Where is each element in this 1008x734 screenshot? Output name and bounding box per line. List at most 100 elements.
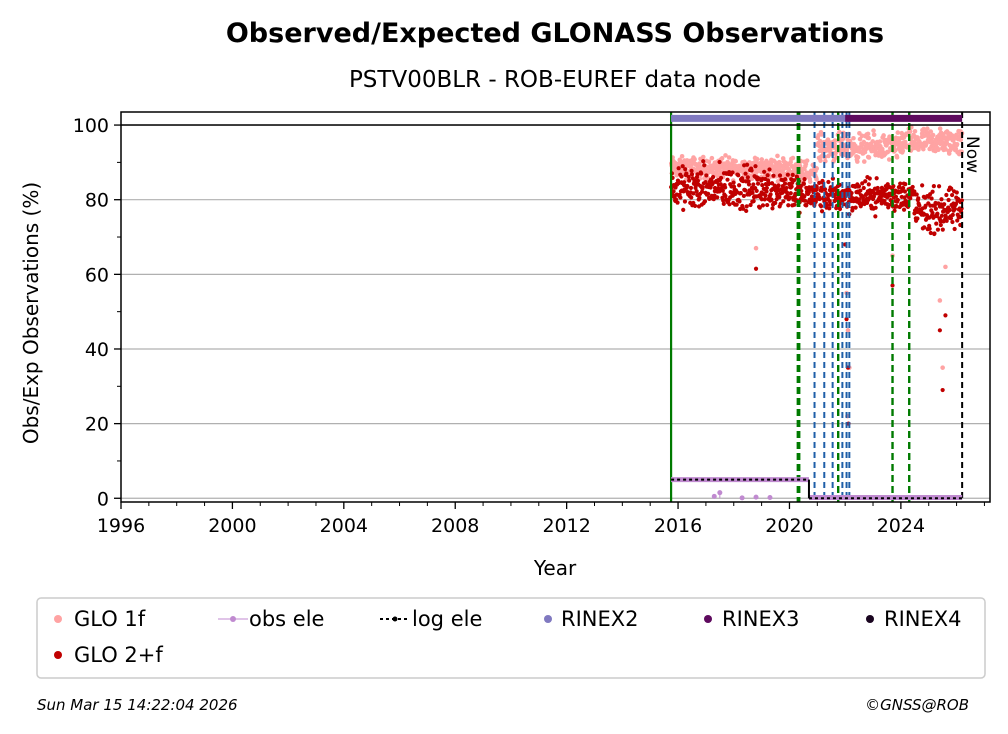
glo1f-point-86 bbox=[700, 154, 706, 160]
glo1f-point-770 bbox=[954, 141, 960, 147]
glo2f-point-726 bbox=[938, 222, 943, 228]
legend-marker-obs-ele-dot bbox=[230, 616, 236, 622]
legend-label-log-ele: log ele bbox=[412, 607, 482, 631]
glo1f-point-520 bbox=[861, 159, 867, 164]
glo1f-point-453 bbox=[837, 129, 842, 135]
glo2f-point-703 bbox=[930, 210, 935, 216]
glo2f-point-769 bbox=[954, 190, 959, 195]
glo1f-point-76 bbox=[697, 161, 702, 166]
legend-label-glo1f: GLO 1f bbox=[74, 607, 146, 631]
glo2f-point-426 bbox=[827, 199, 832, 204]
glo1f-point-441 bbox=[832, 138, 838, 143]
glo1f-point-287 bbox=[775, 179, 781, 184]
glo2f-point-718 bbox=[935, 227, 941, 232]
glo2f-point-48 bbox=[687, 178, 692, 183]
glo1f-point-286 bbox=[775, 153, 780, 159]
glo1f-point-503 bbox=[855, 155, 861, 160]
glo2f-point-763 bbox=[952, 226, 957, 232]
glo1f-outlier-789 bbox=[937, 298, 943, 303]
glo2f-point-425 bbox=[827, 206, 832, 211]
glo2f-series bbox=[669, 159, 964, 426]
glo2f-point-681 bbox=[922, 225, 927, 230]
glo1f-point-699 bbox=[928, 129, 934, 134]
x-tick-label-2016: 2016 bbox=[654, 515, 702, 537]
glo2f-point-146 bbox=[723, 193, 728, 199]
glo1f-point-587 bbox=[886, 157, 892, 162]
glo2f-point-113 bbox=[711, 174, 716, 180]
glo2f-point-330 bbox=[791, 178, 797, 183]
glo2f-point-184 bbox=[737, 199, 742, 204]
glo2f-point-85 bbox=[700, 185, 705, 190]
ticks: 0 20 40 60 80 100 1996 2000 2004 2008 2012 2016 2020… bbox=[73, 115, 985, 537]
glo2f-point-272 bbox=[770, 206, 775, 211]
plot-area bbox=[121, 112, 990, 502]
glo2f-point-247 bbox=[760, 203, 766, 208]
glo1f-point-327 bbox=[790, 155, 796, 161]
x-tick-label-2000: 2000 bbox=[208, 515, 256, 537]
glo2f-point-419 bbox=[824, 203, 830, 208]
glo2f-point-400 bbox=[817, 196, 822, 202]
footer-timestamp: Sun Mar 15 14:22:04 2026 bbox=[37, 696, 238, 714]
glo1f-point-391 bbox=[814, 176, 819, 182]
glo2f-point-466 bbox=[842, 197, 847, 202]
glo2f-point-699 bbox=[928, 230, 933, 236]
glo2f-point-199 bbox=[743, 188, 748, 193]
glo2f-point-263 bbox=[766, 181, 771, 186]
glo2f-point-307 bbox=[783, 177, 788, 182]
glo1f-point-63 bbox=[692, 156, 697, 162]
glo2f-point-742 bbox=[944, 218, 949, 223]
glo1f-outlier-784 bbox=[753, 245, 759, 251]
glo2f-point-53 bbox=[688, 185, 694, 191]
glo2f-point-773 bbox=[956, 196, 961, 202]
glo2f-point-213 bbox=[748, 202, 753, 208]
glo2f-point-35 bbox=[682, 180, 687, 185]
glo2f-point-221 bbox=[751, 182, 756, 187]
glo1f-point-610 bbox=[895, 130, 901, 135]
glo1f-point-406 bbox=[819, 132, 825, 137]
glo2f-point-616 bbox=[898, 181, 903, 186]
legend-marker-glo2f bbox=[54, 651, 62, 659]
glo1f-point-690 bbox=[925, 126, 930, 132]
obs-ele-point-2 bbox=[739, 495, 745, 501]
glo2f-point-324 bbox=[789, 184, 794, 189]
glo2f-point-327 bbox=[790, 172, 795, 177]
legend-entry-rinex2: RINEX2 bbox=[544, 607, 639, 631]
glo2f-point-550 bbox=[873, 205, 878, 210]
glo2f-point-735 bbox=[942, 202, 947, 207]
glo2f-point-86 bbox=[701, 159, 706, 164]
glo2f-point-20 bbox=[676, 166, 681, 171]
glo2f-point-314 bbox=[785, 172, 790, 177]
glo2f-point-392 bbox=[814, 186, 819, 191]
glo2f-point-291 bbox=[777, 194, 782, 200]
glo2f-point-209 bbox=[746, 182, 752, 187]
glo2f-point-38 bbox=[683, 167, 688, 172]
glo2f-point-37 bbox=[682, 199, 688, 204]
glo2f-point-203 bbox=[744, 204, 749, 209]
legend-marker-log-ele-dot bbox=[392, 616, 398, 622]
glo2f-point-315 bbox=[786, 203, 791, 208]
axes bbox=[120, 111, 991, 503]
chart-title: Observed/Expected GLONASS Observations bbox=[226, 18, 884, 49]
glo2f-point-403 bbox=[819, 204, 824, 209]
glo2f-point-728 bbox=[939, 197, 944, 202]
legend-box bbox=[36, 597, 986, 679]
glo1f-point-374 bbox=[807, 179, 813, 185]
y-tick-label-60: 60 bbox=[85, 264, 109, 286]
legend-marker-rinex4 bbox=[866, 615, 874, 623]
obs-ele-point-3 bbox=[753, 494, 759, 500]
glo2f-point-289 bbox=[776, 183, 781, 188]
y-tick-label-80: 80 bbox=[85, 190, 109, 212]
glo2f-point-650 bbox=[910, 184, 915, 190]
glo2f-point-194 bbox=[741, 206, 746, 211]
glo2f-point-208 bbox=[746, 179, 751, 184]
glo2f-point-549 bbox=[873, 214, 878, 219]
glo2f-point-770 bbox=[955, 218, 960, 223]
glo2f-point-28 bbox=[679, 174, 684, 179]
glo2f-point-47 bbox=[686, 174, 691, 180]
glo2f-point-359 bbox=[802, 177, 807, 182]
glo2f-point-238 bbox=[757, 205, 762, 210]
glo2f-point-25 bbox=[678, 195, 683, 200]
glo2f-point-204 bbox=[745, 162, 750, 167]
glo1f-point-284 bbox=[774, 163, 779, 168]
plot-background bbox=[121, 112, 990, 502]
